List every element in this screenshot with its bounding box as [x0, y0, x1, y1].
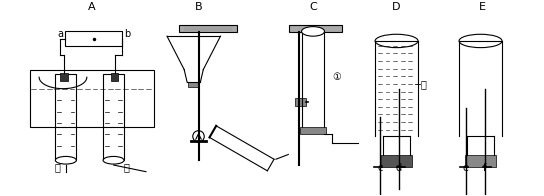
Ellipse shape: [103, 156, 124, 164]
Text: E: E: [479, 2, 485, 12]
Bar: [289, 25, 342, 32]
Text: a: a: [57, 29, 63, 39]
Bar: [301, 31, 324, 132]
Circle shape: [193, 131, 204, 142]
Bar: [180, 25, 237, 32]
Ellipse shape: [459, 34, 502, 48]
Bar: [110, 73, 119, 81]
Text: c: c: [377, 163, 382, 173]
Ellipse shape: [301, 27, 324, 36]
Text: B: B: [195, 2, 202, 12]
Bar: [300, 127, 326, 134]
Bar: [29, 70, 153, 127]
Ellipse shape: [55, 156, 76, 164]
Text: A: A: [88, 2, 95, 12]
Bar: [60, 73, 68, 81]
Text: 乙: 乙: [123, 162, 129, 172]
Text: 水: 水: [421, 79, 427, 89]
Text: C: C: [309, 2, 317, 12]
Text: d: d: [396, 163, 402, 173]
Text: ①: ①: [332, 72, 341, 82]
Ellipse shape: [375, 34, 418, 48]
Bar: [295, 98, 306, 106]
Text: D: D: [392, 2, 400, 12]
Bar: [381, 155, 412, 167]
Text: e: e: [463, 163, 469, 173]
Bar: [188, 82, 200, 87]
Bar: [65, 31, 122, 46]
Bar: [55, 74, 76, 160]
Text: b: b: [124, 29, 130, 39]
Bar: [103, 74, 124, 160]
Text: f: f: [483, 163, 486, 173]
Bar: [465, 155, 496, 167]
Text: 甲: 甲: [54, 162, 60, 172]
